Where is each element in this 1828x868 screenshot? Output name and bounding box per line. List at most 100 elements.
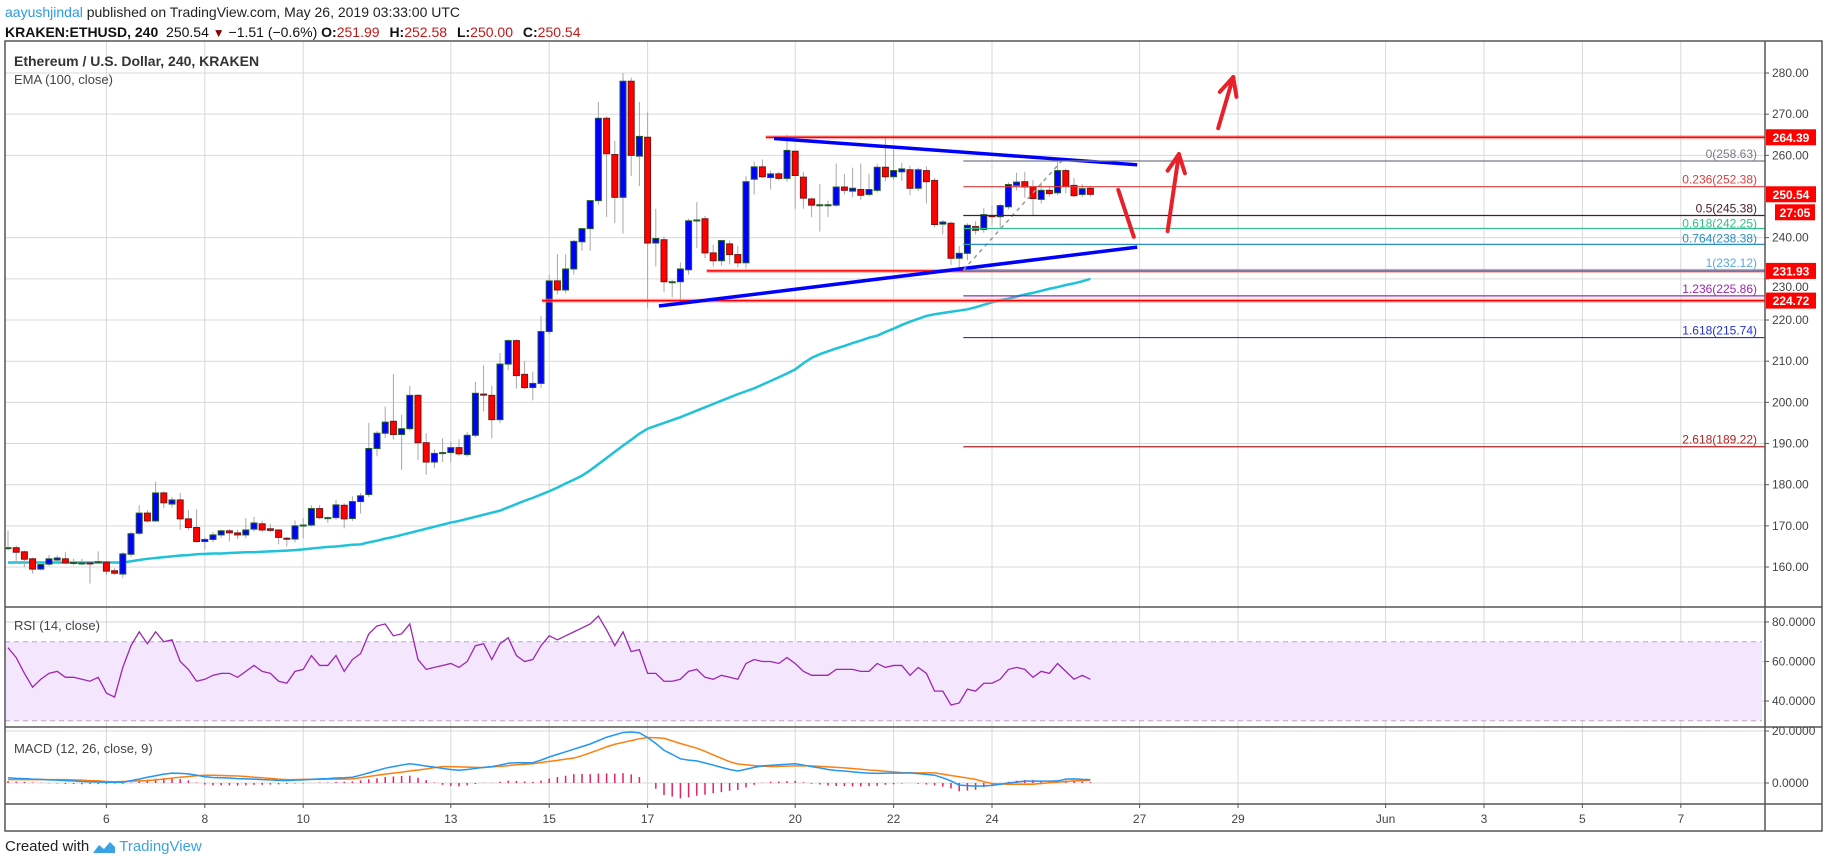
candle-body (996, 205, 1004, 218)
candle-body (1070, 184, 1078, 197)
close-value: 250.54 (537, 24, 581, 40)
time-tick-label: 17 (641, 812, 655, 826)
candle-body (619, 80, 627, 198)
candle-body (1062, 170, 1070, 187)
candle-body (496, 363, 504, 421)
candle-body (709, 252, 717, 262)
candle-down (611, 140, 619, 223)
candle-body (660, 239, 668, 283)
candle-body (455, 447, 463, 455)
macd-legend: MACD (12, 26, close, 9) (14, 741, 153, 756)
price-badge-bg (1766, 186, 1816, 203)
candle-body (1054, 170, 1062, 194)
candle-up (652, 208, 660, 267)
candle-up (135, 505, 143, 535)
price-badge-label: 224.72 (1773, 294, 1810, 308)
candle-body (980, 214, 988, 230)
candle-body (357, 495, 365, 503)
candle-body (324, 517, 332, 520)
candle-up (914, 167, 922, 192)
main-pane[interactable]: 0(258.63) 0.236(252.38) 0.5(245.38)0.618(2… (5, 73, 1765, 584)
candle-body (758, 166, 766, 178)
candle-body (742, 181, 750, 264)
candle-body (906, 169, 914, 189)
rsi-line (7, 615, 1091, 706)
candle-body (1004, 184, 1012, 208)
candle-body (562, 268, 570, 291)
candle-body (1037, 189, 1045, 200)
footer: Created with TradingView (5, 838, 202, 855)
time-tick-label: 22 (887, 812, 901, 826)
candle-up (94, 551, 102, 564)
candle-body (37, 564, 45, 570)
rsi-pane[interactable] (7, 615, 1091, 706)
candle-up (291, 520, 299, 543)
candle-up (890, 147, 898, 181)
candle-down (1070, 177, 1078, 198)
price-badge: 224.72 (1766, 292, 1816, 309)
tradingview-link[interactable]: TradingView (119, 838, 202, 855)
candle-body (586, 200, 594, 230)
candle-down (660, 236, 668, 293)
candle-body (939, 221, 947, 225)
arrow-shaft (1116, 187, 1136, 239)
candle-body (283, 537, 291, 540)
fib-level-label: 0.764(238.38) (1682, 232, 1757, 246)
price-change: −1.51 (−0.6%) (228, 24, 318, 40)
candle-up (119, 552, 127, 579)
candle-body (160, 492, 168, 504)
candle-up (873, 163, 881, 193)
candle-up (307, 505, 315, 527)
trendline (658, 245, 1138, 308)
fib-level-label: 0.618(242.25) (1682, 217, 1757, 231)
candle-body (119, 553, 127, 575)
candle-body (316, 508, 324, 519)
symbol-info: KRAKEN:ETHUSD, 240 250.54 ▼ −1.51 (−0.6%… (5, 24, 586, 40)
candle-down (176, 492, 184, 530)
candle-body (86, 562, 94, 565)
candle-body (512, 340, 520, 377)
candle-body (447, 447, 455, 454)
low-value: 250.00 (470, 24, 513, 40)
candle-down (20, 550, 28, 568)
macd-tick-label: 20.0000 (1772, 724, 1816, 738)
price-badge-label: 231.93 (1773, 264, 1810, 278)
candle-body (414, 394, 422, 444)
candle-up (816, 184, 824, 232)
candle-body (480, 393, 488, 396)
candle-body (168, 499, 176, 505)
candle-up (447, 441, 455, 463)
candle-up (578, 228, 586, 251)
author-link[interactable]: aayushjindal (5, 4, 83, 20)
candle-up (824, 200, 832, 218)
tradingview-logo-icon[interactable] (92, 839, 116, 855)
price-badge-label: 250.54 (1773, 188, 1810, 202)
countdown-badge-label: 27:05 (1780, 206, 1811, 220)
candle-body (726, 243, 734, 256)
candle-body (594, 117, 602, 202)
pane-frame (4, 40, 1823, 832)
candle-up (504, 339, 512, 371)
macd-pane[interactable] (7, 731, 1092, 799)
price-tick-label: 200.00 (1772, 395, 1809, 409)
price-tick-label: 270.00 (1772, 107, 1809, 121)
candle-down (512, 339, 520, 389)
candle-body (184, 518, 192, 529)
candle-up (668, 280, 676, 298)
candle-down (553, 254, 561, 295)
candle-down (86, 561, 94, 584)
candle-body (488, 394, 496, 421)
price-tick-label: 160.00 (1772, 560, 1809, 574)
candle-up (471, 381, 479, 438)
candle-body (865, 189, 873, 195)
candle-up (594, 101, 602, 205)
candle-down (61, 552, 69, 564)
candle-down (791, 150, 799, 209)
open-label: O: (321, 24, 337, 40)
candle-up (570, 239, 578, 275)
candle-body (1078, 188, 1086, 195)
candle-body (685, 220, 693, 271)
candle-up (898, 162, 906, 181)
candle-up (53, 555, 61, 562)
